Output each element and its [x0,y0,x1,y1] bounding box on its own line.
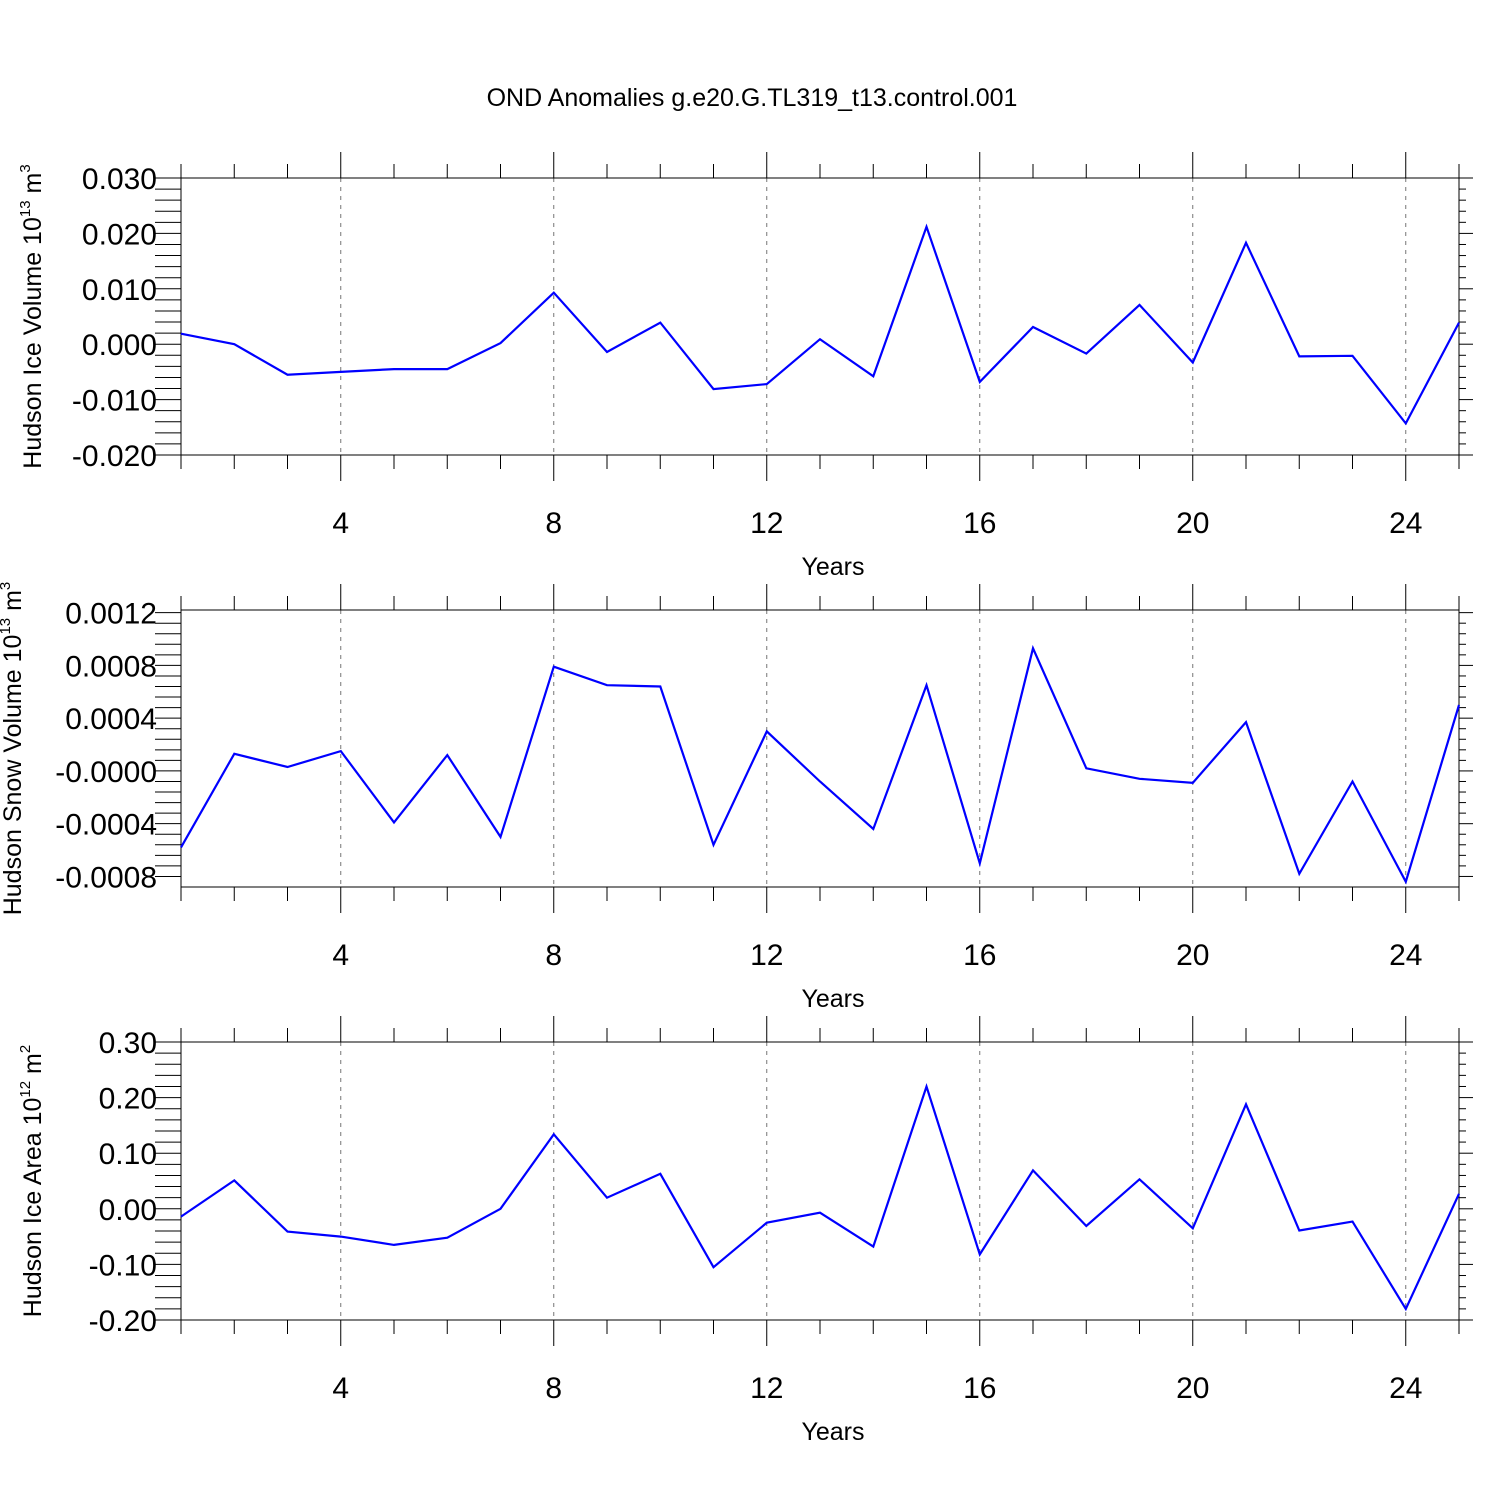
y-tick-label: -0.0004 [55,809,157,842]
y-tick-label: -0.010 [72,385,157,418]
x-tick-label: 8 [545,507,562,540]
y-axis-title-unit: m [0,590,27,618]
y-axis-title-unit-exponent: 3 [0,582,14,590]
chart-panel-1: 4 8 12 16 20 24 -0.020 -0.010 0.000 0.010 0.020 0.0… [17,152,1473,581]
series-line [180,1082,1460,1312]
x-tick-label: 20 [1176,939,1209,972]
y-tick-label: -0.10 [89,1249,157,1282]
y-tick-label: 0.00 [99,1194,157,1227]
y-axis-title: Hudson Snow Volume 1013 m3 [0,582,27,916]
y-tick-label: 0.30 [99,1027,157,1060]
y-axis-title: Hudson Ice Area 1012 m2 [17,1045,47,1317]
y-axis-title-unit-exponent: 2 [17,1045,34,1053]
figure-title: OND Anomalies g.e20.G.TL319_t13.control.… [487,84,1018,112]
x-tick-label: 20 [1176,1372,1209,1405]
y-tick-label: 0.0004 [65,703,157,736]
y-tick-label: 0.0008 [65,650,157,683]
y-axis-title-exponent: 12 [17,1081,34,1098]
y-axis-title-exponent: 13 [0,618,14,635]
x-tick-label: 20 [1176,507,1209,540]
x-tick-label: 4 [332,507,349,540]
plot-frame [180,1041,1460,1321]
y-tick-label: 0.000 [82,329,157,362]
panels: 4 8 12 16 20 24-0.020-0.0100.0000.0100.0200.0… [0,152,1473,1446]
y-tick-label: 0.010 [82,274,157,307]
plot-frame [180,177,1460,456]
x-tick-label: 4 [332,1372,349,1405]
y-axis-title-text: Hudson Ice Area 10 [19,1098,47,1318]
y-tick-label: 0.20 [99,1083,157,1116]
y-tick-label: -0.0008 [55,861,157,894]
x-tick-label: 24 [1389,939,1422,972]
x-tick-label: 16 [963,507,996,540]
y-tick-label: -0.0000 [55,756,157,789]
y-axis-title-text: Hudson Ice Volume 10 [19,217,47,469]
x-tick-label: 12 [750,507,783,540]
x-tick-label: 12 [750,939,783,972]
chart-panel-2: 4 8 12 16 20 24 -0.0008 -0.0004 -0.0000 0.0004 0.0… [0,582,1473,1013]
x-tick-label: 8 [545,1372,562,1405]
x-axis-title: Years [801,1418,864,1446]
series-line [180,223,1460,426]
x-tick-label: 12 [750,1372,783,1405]
y-axis-title-unit-exponent: 3 [17,164,34,172]
y-tick-label: 0.0012 [65,598,157,631]
x-tick-label: 24 [1389,507,1422,540]
y-tick-label: 0.10 [99,1138,157,1171]
y-tick-label: 0.020 [82,218,157,251]
y-axis-title-exponent: 13 [17,200,34,217]
chart-panel-3: 4 8 12 16 20 24 -0.20 -0.10 0.00 0.10 0.20 0.30 Year… [17,1016,1473,1446]
x-tick-label: 24 [1389,1372,1422,1405]
x-axis-title: Years [801,553,864,581]
x-tick-label: 16 [963,939,996,972]
x-axis-title: Years [801,985,864,1013]
x-tick-label: 4 [332,939,349,972]
y-axis-title-unit: m [19,173,47,201]
y-axis-title-text: Hudson Snow Volume 10 [0,635,27,916]
x-tick-label: 16 [963,1372,996,1405]
plot-frame [180,609,1460,888]
y-axis-title-unit: m [19,1053,47,1081]
y-tick-label: -0.20 [89,1305,157,1338]
y-tick-label: -0.020 [72,440,157,473]
series-line [180,644,1461,885]
y-tick-label: 0.030 [82,163,157,196]
x-tick-label: 8 [545,939,562,972]
y-axis-title: Hudson Ice Volume 1013 m3 [17,164,47,468]
